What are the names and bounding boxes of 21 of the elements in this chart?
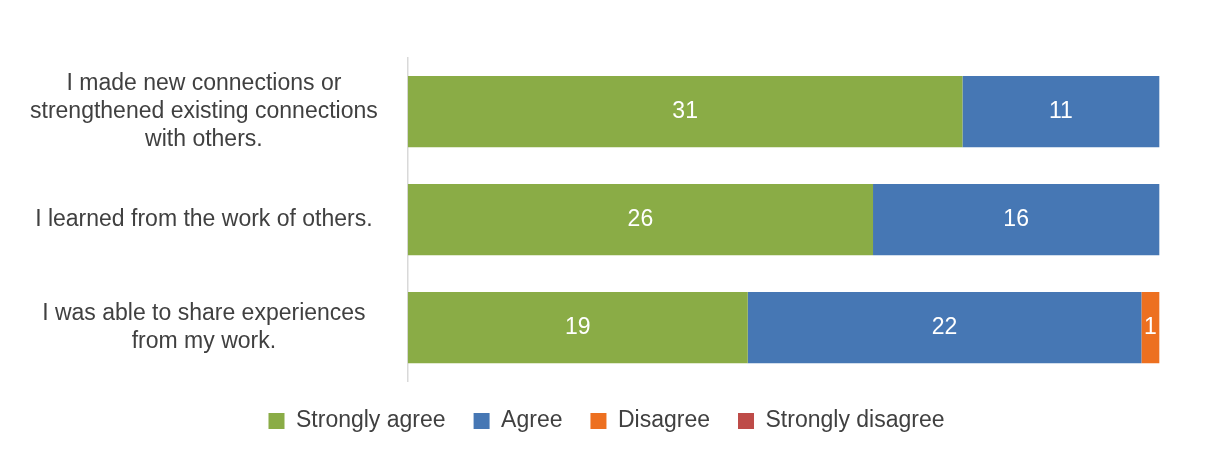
bar xyxy=(1141,291,1160,364)
data-label: 22 xyxy=(931,312,958,339)
y-tick-label: I was able to share experiences from my work. xyxy=(42,299,366,353)
data-label: 26 xyxy=(627,204,654,231)
data-label: 31 xyxy=(672,96,698,123)
legend-label: Strongly agree xyxy=(296,406,446,433)
y-tick-label: I learned from the work of others. xyxy=(35,204,373,231)
y-tick-label: I made new connections or strengthened existing connections with others. xyxy=(29,69,378,151)
data-label: 1 xyxy=(1143,312,1157,339)
bar xyxy=(873,183,1160,256)
legend-label: Disagree xyxy=(617,406,711,433)
data-label: 11 xyxy=(1048,96,1073,123)
data-label: 16 xyxy=(1003,204,1029,231)
legend-label: Strongly disagree xyxy=(765,406,945,433)
bar xyxy=(407,75,963,148)
legend-label: Agree xyxy=(501,406,563,433)
bar xyxy=(962,75,1160,148)
bar xyxy=(407,291,748,364)
bar xyxy=(747,291,1142,364)
bar xyxy=(407,183,874,256)
data-label: 19 xyxy=(564,312,591,339)
